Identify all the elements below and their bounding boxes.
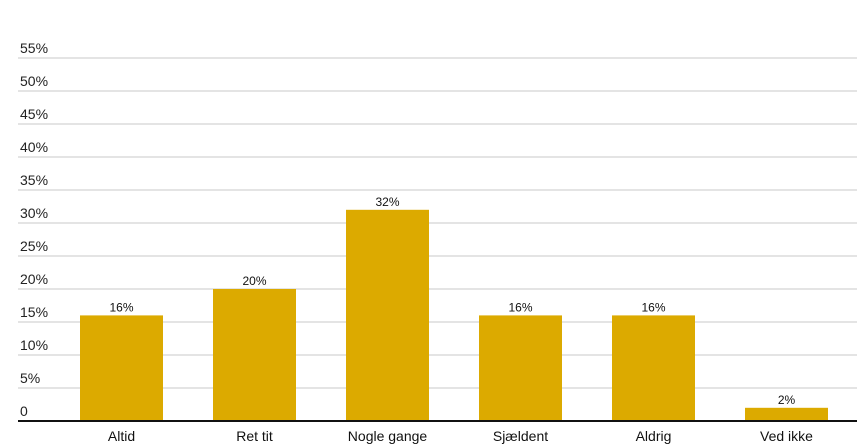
data-label: 16% [641,300,665,314]
data-label: 20% [242,274,266,288]
x-tick-label: Altid [108,428,135,444]
labels: 0 5% 10% 15% 20% 25% 30% 35% 40% 45% 50% 55% 16% Alti… [20,40,813,444]
bar [80,315,163,421]
data-label: 16% [508,300,532,314]
x-tick-label: Ret tit [236,428,273,444]
x-tick-label: Nogle gange [348,428,428,444]
x-tick-label: Ved ikke [760,428,813,444]
y-tick-label: 10% [20,337,48,353]
y-tick-label: 45% [20,106,48,122]
bar [479,315,562,421]
x-tick-label: Aldrig [636,428,672,444]
bar [346,209,429,421]
y-tick-label: 5% [20,370,40,386]
y-tick-label: 20% [20,271,48,287]
y-tick-label: 0 [20,403,28,419]
bar [213,289,296,421]
y-tick-label: 50% [20,73,48,89]
bar [612,315,695,421]
x-tick-label: Sjældent [493,428,548,444]
data-label: 16% [109,300,133,314]
y-tick-label: 30% [20,205,48,221]
y-tick-label: 40% [20,139,48,155]
bar [745,407,828,421]
data-label: 2% [778,393,796,407]
y-tick-label: 55% [20,40,48,56]
bars [80,209,828,421]
data-label: 32% [375,195,399,209]
y-tick-label: 35% [20,172,48,188]
y-tick-label: 15% [20,304,48,320]
y-tick-label: 25% [20,238,48,254]
